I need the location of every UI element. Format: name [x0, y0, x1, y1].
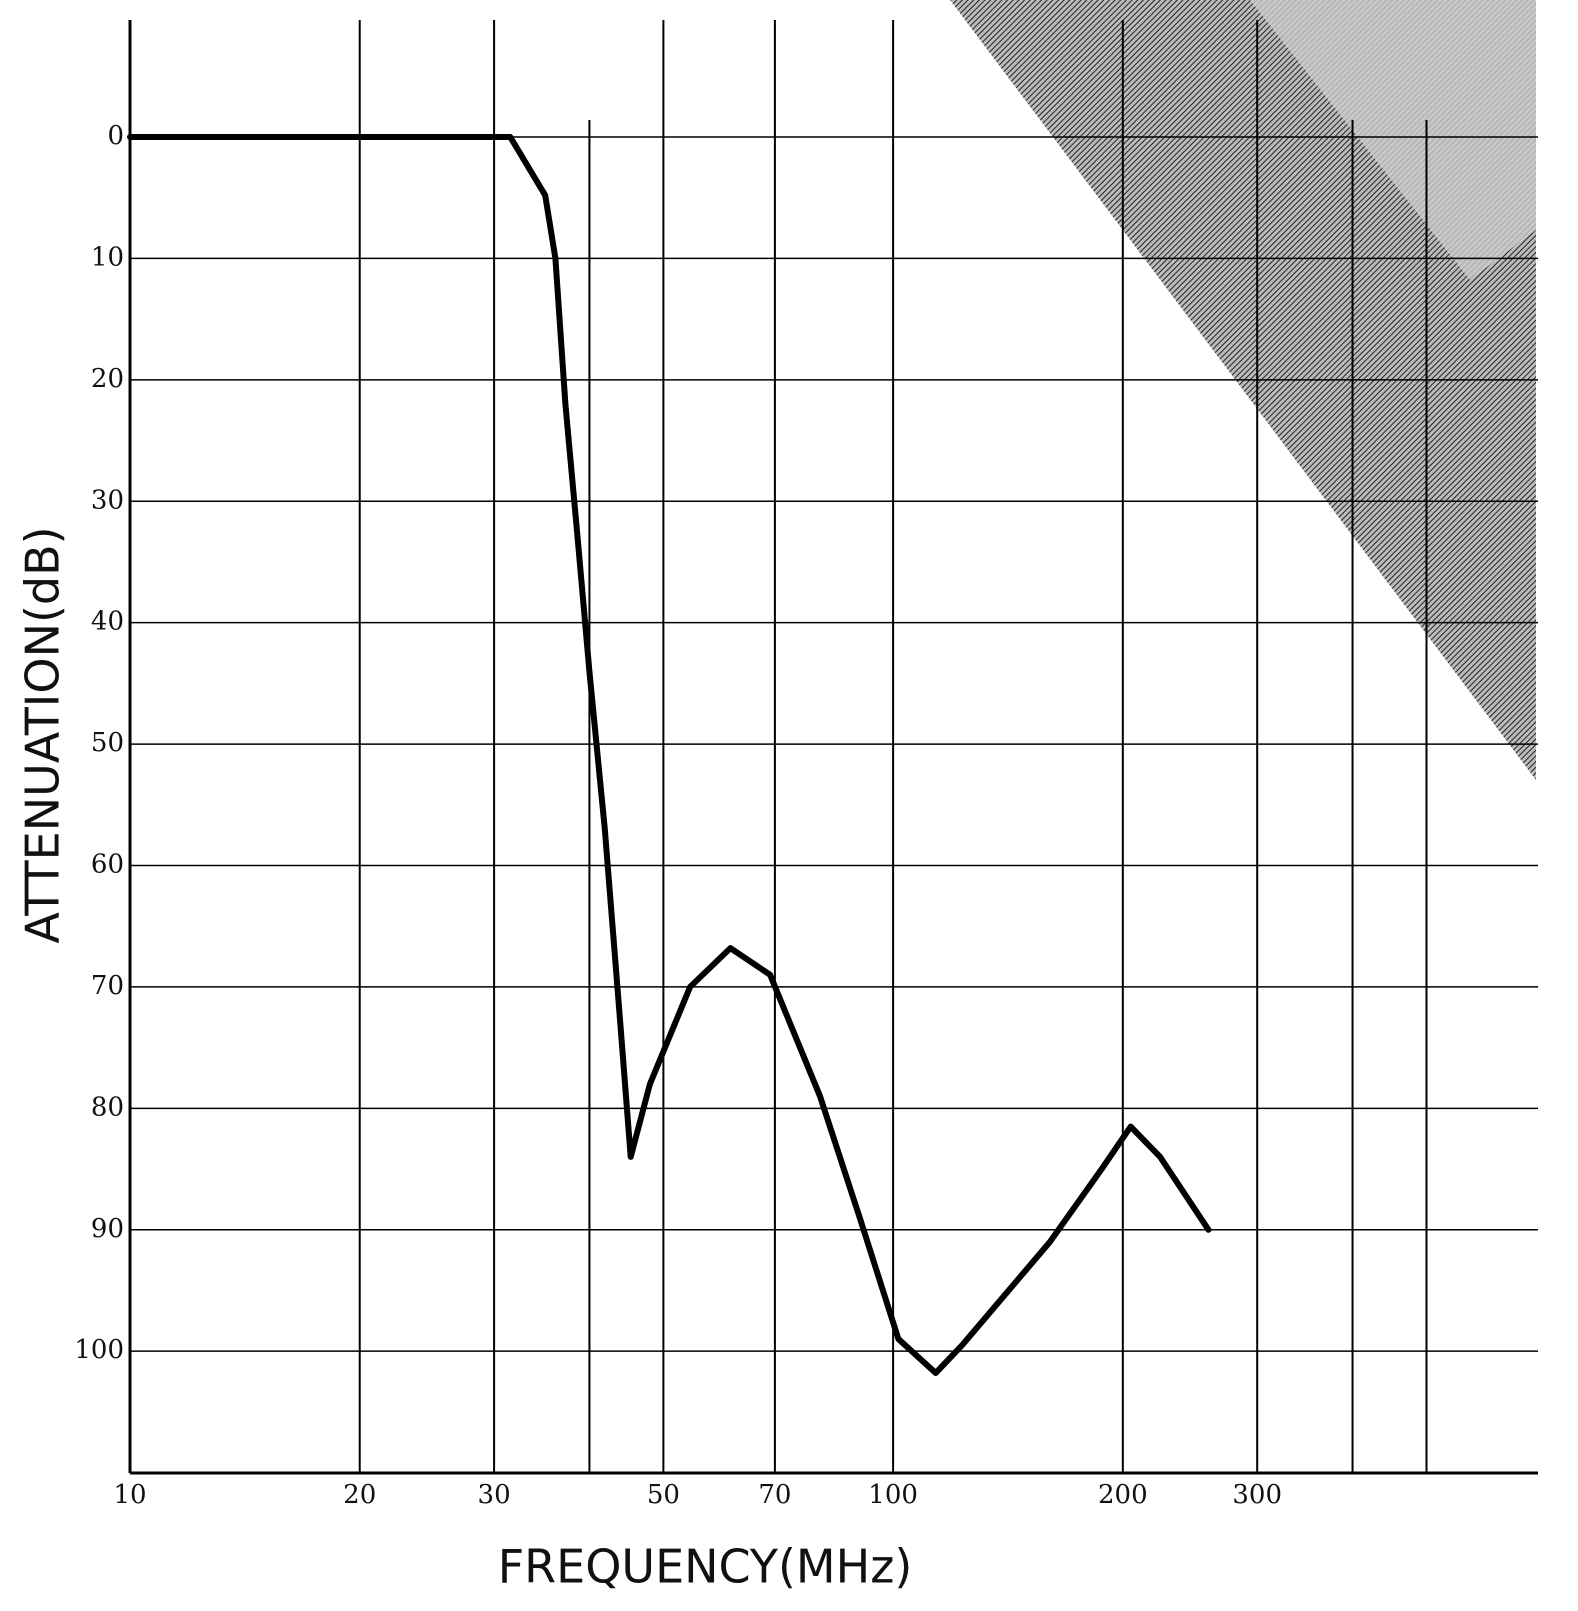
x-tick-label: 200 [1098, 1480, 1148, 1510]
y-tick-label: 0 [107, 121, 124, 151]
y-tick-label: 30 [91, 485, 124, 515]
y-tick-label: 20 [91, 364, 124, 394]
y-tick-label: 40 [91, 607, 124, 637]
y-tick-label: 80 [91, 1092, 124, 1122]
x-tick-label: 50 [647, 1480, 680, 1510]
x-tick-label: 20 [343, 1480, 376, 1510]
y-axis-title: ATTENUATION(dB) [16, 526, 70, 943]
x-tick-label: 300 [1232, 1480, 1282, 1510]
x-tick-label: 30 [478, 1480, 511, 1510]
x-tick-label: 70 [758, 1480, 791, 1510]
x-axis-title: FREQUENCY(MHz) [498, 1540, 913, 1594]
y-tick-label: 100 [74, 1335, 124, 1365]
y-tick-label: 10 [91, 242, 124, 272]
x-tick-label: 10 [113, 1480, 146, 1510]
chart: FREQUENCY(MHz) ATTENUATION(dB) 0 10 20 30 40… [0, 0, 1578, 1611]
y-tick-label: 60 [91, 850, 124, 880]
y-tick-label: 70 [91, 971, 124, 1001]
y-tick-label: 90 [91, 1214, 124, 1244]
line-series [130, 137, 1209, 1373]
x-tick-label: 100 [868, 1480, 918, 1510]
y-tick-label: 50 [91, 728, 124, 758]
